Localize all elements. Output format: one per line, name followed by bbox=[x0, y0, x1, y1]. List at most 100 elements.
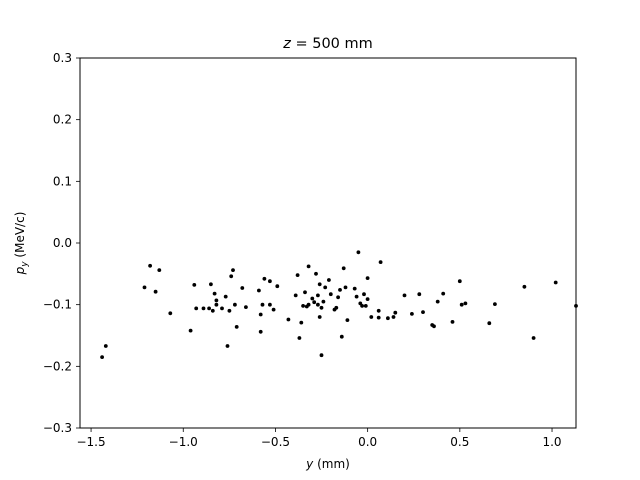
x-axis-ticks: −1.5 −1.0 −0.5 0.0 0.5 1.0 bbox=[76, 428, 562, 449]
data-point bbox=[417, 292, 422, 297]
y-tick-label: −0.1 bbox=[43, 298, 72, 312]
data-point bbox=[153, 289, 158, 294]
data-point bbox=[393, 310, 398, 315]
data-point bbox=[220, 306, 224, 311]
y-tick-label: 0.3 bbox=[53, 51, 72, 65]
data-point bbox=[522, 284, 527, 289]
x-tick-label: −1.5 bbox=[76, 435, 105, 449]
data-point bbox=[457, 279, 462, 284]
data-point bbox=[201, 306, 206, 311]
data-point bbox=[299, 320, 304, 325]
data-point bbox=[229, 274, 234, 279]
chart-title: z = 500 mm bbox=[282, 36, 373, 52]
data-point bbox=[214, 302, 219, 307]
data-point bbox=[334, 305, 339, 310]
data-point bbox=[365, 297, 370, 301]
data-point bbox=[432, 324, 436, 329]
data-point bbox=[435, 299, 440, 304]
data-point bbox=[188, 328, 193, 333]
data-point bbox=[227, 308, 232, 313]
data-point bbox=[441, 291, 446, 296]
data-point bbox=[338, 288, 342, 292]
data-point bbox=[306, 264, 311, 269]
data-point bbox=[459, 302, 464, 307]
data-point bbox=[225, 344, 230, 348]
data-point bbox=[316, 302, 320, 307]
data-point bbox=[301, 304, 305, 308]
y-tick-label: 0.1 bbox=[53, 174, 72, 188]
data-point bbox=[142, 285, 147, 290]
data-point bbox=[244, 305, 248, 309]
x-tick-label: −0.5 bbox=[261, 435, 290, 449]
data-point bbox=[319, 353, 324, 358]
data-point bbox=[321, 299, 326, 304]
x-tick-label: 0.5 bbox=[450, 435, 469, 449]
data-point bbox=[231, 268, 235, 272]
data-point bbox=[356, 250, 361, 255]
data-point bbox=[493, 302, 497, 306]
y-axis-ticks: −0.3 −0.2 −0.1 0.0 0.1 0.2 0.3 bbox=[43, 51, 80, 435]
y-tick-label: 0.2 bbox=[53, 113, 72, 127]
data-point bbox=[386, 316, 390, 321]
data-point bbox=[402, 293, 407, 298]
data-point bbox=[214, 298, 219, 303]
data-point bbox=[293, 293, 298, 298]
data-point bbox=[306, 302, 311, 307]
data-point bbox=[336, 295, 340, 300]
data-point bbox=[450, 320, 455, 324]
data-point bbox=[341, 266, 346, 271]
data-point bbox=[362, 292, 366, 297]
data-point bbox=[323, 285, 328, 290]
data-point bbox=[210, 308, 215, 313]
data-point bbox=[316, 293, 320, 298]
data-point bbox=[192, 283, 197, 287]
data-point bbox=[317, 315, 322, 319]
y-tick-label: −0.2 bbox=[43, 359, 72, 373]
x-tick-label: −1.0 bbox=[169, 435, 198, 449]
x-tick-label: 0.0 bbox=[358, 435, 377, 449]
data-point bbox=[391, 315, 396, 319]
data-point bbox=[257, 288, 261, 293]
data-point bbox=[376, 308, 381, 313]
data-point bbox=[410, 312, 414, 316]
x-tick-label: 1.0 bbox=[542, 435, 561, 449]
data-point bbox=[553, 280, 558, 285]
y-axis-label: py (MeV/c) bbox=[13, 212, 30, 276]
data-point bbox=[168, 311, 173, 316]
data-point bbox=[487, 321, 492, 326]
data-point bbox=[258, 312, 263, 317]
data-point bbox=[240, 286, 245, 290]
data-point bbox=[363, 304, 368, 308]
data-point bbox=[531, 336, 536, 340]
data-point bbox=[312, 300, 317, 305]
data-point bbox=[103, 344, 108, 348]
y-tick-label: −0.3 bbox=[43, 421, 72, 435]
data-point bbox=[258, 329, 263, 334]
data-point bbox=[297, 336, 302, 340]
data-point bbox=[223, 294, 228, 299]
data-point bbox=[194, 306, 199, 311]
data-point bbox=[352, 286, 357, 291]
data-point bbox=[463, 301, 468, 306]
data-point bbox=[286, 317, 291, 322]
data-point bbox=[345, 318, 350, 322]
x-axis-label: y (mm) bbox=[305, 457, 350, 471]
data-point bbox=[421, 310, 425, 314]
data-point bbox=[303, 290, 307, 295]
data-point bbox=[317, 282, 322, 287]
data-point bbox=[310, 296, 315, 301]
data-point bbox=[327, 278, 331, 282]
y-tick-label: 0.0 bbox=[53, 236, 72, 250]
data-point bbox=[268, 302, 272, 307]
data-point bbox=[354, 294, 359, 299]
data-point bbox=[319, 305, 324, 310]
data-point bbox=[148, 263, 153, 268]
data-point bbox=[234, 325, 239, 329]
data-points bbox=[100, 250, 578, 359]
data-point bbox=[365, 276, 370, 280]
data-point bbox=[378, 260, 383, 264]
data-point bbox=[376, 315, 381, 320]
data-point bbox=[268, 279, 272, 284]
